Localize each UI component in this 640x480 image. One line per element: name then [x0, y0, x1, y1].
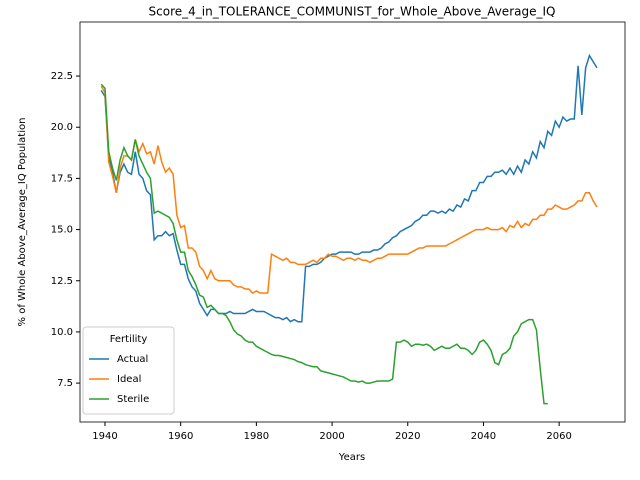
y-tick-label: 22.5: [51, 71, 73, 82]
x-tick-label: 1980: [244, 431, 269, 442]
x-tick-label: 2060: [546, 431, 571, 442]
x-tick-label: 2040: [471, 431, 496, 442]
y-tick-label: 15.0: [51, 225, 73, 236]
y-tick-label: 10.0: [51, 327, 73, 338]
y-tick-label: 7.5: [57, 378, 73, 389]
x-tick-label: 2000: [319, 431, 344, 442]
legend-label: Ideal: [117, 374, 141, 385]
x-axis-label: Years: [338, 452, 365, 463]
plot-frame: [79, 21, 626, 423]
y-axis-label: % of Whole Above_Average_IQ Population: [17, 118, 28, 327]
chart-title: Score_4_in_TOLERANCE_COMMUNIST_for_Whole…: [149, 5, 556, 19]
series-line: [100, 85, 598, 294]
x-tick-label: 1940: [92, 431, 117, 442]
x-tick-label: 2020: [395, 431, 420, 442]
y-tick-label: 17.5: [51, 173, 73, 184]
y-tick-label: 20.0: [51, 122, 73, 133]
series-line: [100, 83, 548, 405]
y-tick-label: 12.5: [51, 276, 73, 287]
x-tick-label: 1960: [168, 431, 193, 442]
legend-box: [82, 326, 175, 415]
legend-label: Sterile: [117, 394, 149, 405]
series-line: [100, 53, 598, 323]
legend-label: Actual: [117, 354, 148, 365]
legend-title: Fertility: [110, 334, 148, 345]
